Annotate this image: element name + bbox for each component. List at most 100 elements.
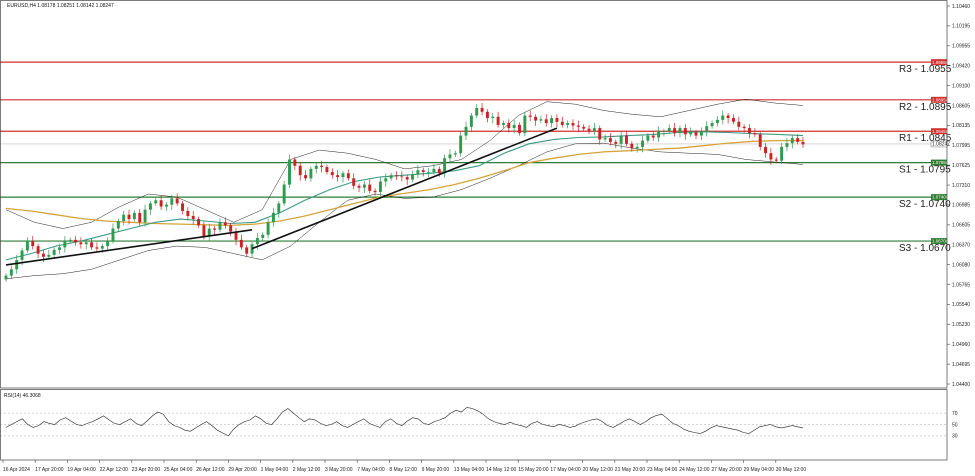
candle-body — [721, 115, 725, 120]
x-tick-label: 14 May 12:00 — [486, 467, 517, 473]
candle-body — [774, 159, 778, 161]
candle-body — [36, 246, 40, 254]
candle-body — [175, 198, 179, 204]
x-tick-label: 19 Apr 04:00 — [67, 467, 96, 473]
candle-body — [106, 241, 110, 247]
y-tick-label: 1.07310 — [952, 183, 970, 189]
candle-body — [400, 176, 404, 178]
level-price-tag — [931, 128, 947, 135]
candle-body — [758, 134, 762, 147]
candle-body — [764, 146, 768, 154]
candle-body — [689, 132, 693, 135]
candle-body — [496, 116, 500, 125]
candle-body — [592, 128, 596, 131]
candle-body — [491, 116, 495, 119]
rsi-line — [5, 407, 804, 437]
candle-body — [587, 128, 591, 131]
candle-body — [191, 215, 195, 220]
candle-body — [138, 212, 142, 223]
candle-body — [560, 121, 564, 125]
rsi-label: RSI(14) 46.3068 — [4, 393, 41, 399]
candle-body — [753, 133, 757, 135]
candle-body — [657, 131, 661, 138]
candle-body — [598, 128, 602, 140]
x-tick-label: 13 May 04:00 — [454, 467, 485, 473]
candle-body — [25, 241, 29, 251]
x-tick-label: 24 May 12:00 — [679, 467, 710, 473]
candle-body — [518, 124, 521, 134]
x-tick-label: 20 May 12:00 — [583, 467, 614, 473]
candle-body — [726, 115, 730, 119]
y-tick-label: 1.10195 — [952, 24, 970, 30]
candle-body — [785, 143, 789, 147]
x-tick-label: 29 May 04:00 — [744, 467, 775, 473]
candle-body — [186, 210, 190, 216]
candle-body — [480, 107, 484, 112]
rsi-level-label: 30 — [952, 434, 958, 440]
candle-body — [288, 159, 291, 185]
candle-body — [630, 143, 634, 149]
candle-body — [202, 225, 206, 237]
candle-body — [732, 118, 735, 122]
y-tick-label: 1.06080 — [952, 262, 970, 268]
candle-body — [111, 228, 115, 242]
candle-body — [9, 269, 13, 276]
candle-body — [437, 168, 441, 174]
level-label: S1 - 1.0795 — [899, 165, 951, 176]
candle-body — [694, 132, 698, 136]
candle-body — [309, 168, 313, 179]
candle-body — [453, 153, 457, 155]
candle-body — [52, 249, 56, 255]
rsi-panel: 30 50 70 — [0, 407, 958, 440]
candle-body — [667, 128, 671, 132]
y-tick-label: 1.06605 — [952, 223, 970, 229]
candle-body — [705, 126, 709, 132]
candle-body — [229, 225, 233, 232]
candle-body — [651, 135, 655, 138]
moving-average-teal — [5, 131, 804, 261]
y-tick-label: 1.06985 — [952, 203, 970, 209]
x-tick-label: 17 May 04:00 — [550, 467, 581, 473]
trendline — [251, 127, 558, 250]
candle-body — [411, 174, 414, 180]
candle-body — [544, 119, 548, 124]
candle-body — [341, 173, 345, 178]
candle-body — [608, 138, 612, 142]
candle-body — [550, 118, 554, 124]
candle-body — [170, 198, 174, 205]
candle-body — [405, 177, 409, 180]
x-tick-label: 23 May 04:00 — [647, 467, 678, 473]
candle-body — [330, 172, 334, 176]
candle-body — [122, 214, 126, 221]
candle-body — [245, 247, 249, 254]
candle-body — [223, 222, 227, 226]
x-tick-label: 9 May 20:00 — [422, 467, 450, 473]
candle-body — [68, 239, 72, 242]
candle-body — [678, 128, 682, 134]
candle-body — [165, 204, 168, 207]
candle-body — [132, 212, 136, 220]
candle-body — [314, 165, 318, 169]
candle-body — [539, 119, 543, 121]
y-tick-label: 1.07995 — [952, 143, 970, 149]
candle-body — [748, 128, 751, 134]
candle-body — [336, 175, 340, 178]
moving-average-orange — [5, 139, 803, 227]
candle-body — [266, 222, 270, 235]
level-label: S2 - 1.0740 — [899, 199, 951, 210]
candle-body — [127, 214, 131, 220]
candle-body — [181, 203, 184, 211]
candle-body — [801, 141, 805, 145]
level-price-tag — [931, 59, 947, 66]
bollinger-lower — [5, 142, 804, 280]
candle-body — [384, 178, 388, 182]
rsi-level-label: 70 — [952, 411, 958, 417]
candle-body — [368, 184, 372, 191]
candle-body — [63, 241, 67, 248]
candle-body — [282, 184, 286, 204]
level-price-tag-text: 1.08950 — [932, 97, 949, 102]
candle-body — [528, 115, 532, 117]
